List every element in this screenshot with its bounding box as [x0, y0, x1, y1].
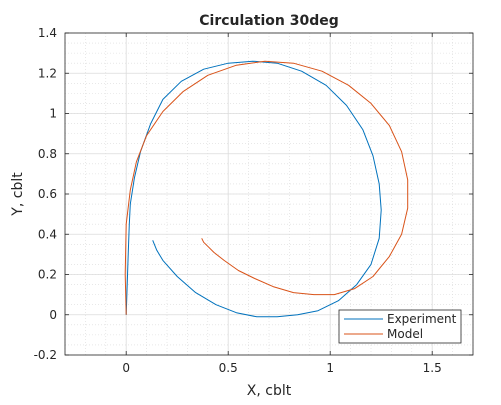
series-group	[124, 60, 409, 318]
chart-title: Circulation 30deg	[199, 13, 338, 29]
legend-label-model: Model	[387, 327, 423, 341]
y-tick-label: 1.2	[38, 66, 57, 80]
y-tick-label: 1	[49, 107, 57, 121]
legend-label-experiment: Experiment	[387, 312, 457, 326]
legend: Experiment Model	[338, 309, 462, 344]
series-line-model	[124, 60, 409, 315]
series-line-experiment	[125, 60, 382, 318]
y-tick-label: 0.2	[38, 268, 57, 282]
y-tick-label: 0.6	[38, 187, 57, 201]
y-tick-label: 0	[49, 308, 57, 322]
y-tick-label: 1.4	[38, 26, 57, 40]
x-tick-label: 0	[122, 361, 130, 375]
y-tick-label: -0.2	[34, 348, 57, 362]
x-axis-label: X, cblt	[247, 383, 292, 399]
x-tick-label: 0.5	[219, 361, 238, 375]
x-tick-label: 1.5	[423, 361, 442, 375]
legend-box	[338, 309, 462, 344]
y-axis-label: Y, cblt	[10, 172, 26, 217]
y-tick-label: 0.8	[38, 147, 57, 161]
x-tick-label: 1	[326, 361, 334, 375]
tick-labels: 0 0.5 1 1.5 -0.2 0 0.2 0.4 0.6 0.8 1 1.2 1.4	[34, 26, 473, 375]
y-tick-label: 0.4	[38, 227, 57, 241]
